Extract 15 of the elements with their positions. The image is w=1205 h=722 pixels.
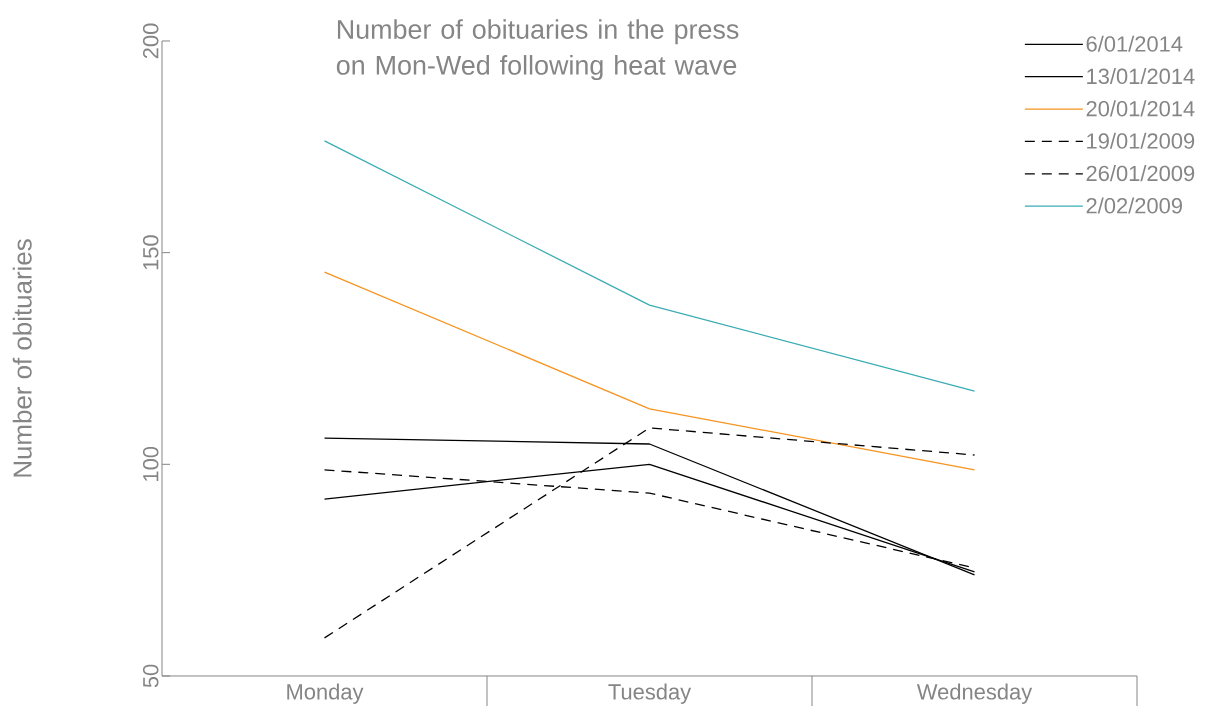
x-tick-label: Wednesday bbox=[916, 683, 1033, 704]
y-tick-label: 200 bbox=[142, 23, 159, 59]
legend-label: 2/02/2009 bbox=[1086, 197, 1182, 214]
legend-label: 26/01/2009 bbox=[1086, 165, 1195, 182]
y-axis-title: Number of obituaries bbox=[12, 239, 32, 477]
chart-title: Number of obituaries in the press on Mon-Wed following heat wave bbox=[336, 19, 739, 81]
y-tick-label: 100 bbox=[142, 446, 159, 481]
x-tick-label: Tuesday bbox=[608, 683, 692, 704]
legend-label: 20/01/2014 bbox=[1086, 100, 1195, 117]
y-tick-label: 150 bbox=[142, 235, 159, 270]
legend-label: 6/01/2014 bbox=[1086, 35, 1183, 52]
legend-label: 13/01/2014 bbox=[1087, 67, 1195, 85]
legend-label: 19/01/2009 bbox=[1087, 132, 1195, 149]
x-tick-label: Monday bbox=[287, 683, 364, 704]
y-tick-label: 50 bbox=[142, 664, 159, 688]
